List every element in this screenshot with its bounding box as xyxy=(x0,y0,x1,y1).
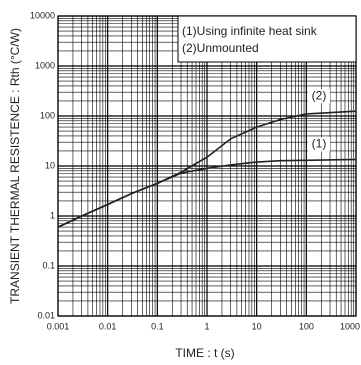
curve-label-bg xyxy=(308,89,330,104)
curve-label: (1) xyxy=(312,137,327,151)
x-tick-label: 100 xyxy=(299,321,314,331)
x-tick-label: 1 xyxy=(204,321,209,331)
curve-label-bg xyxy=(308,137,330,152)
curve-label: (2) xyxy=(312,88,327,102)
x-tick-label: 0.01 xyxy=(99,321,117,331)
x-tick-label: 10 xyxy=(252,321,262,331)
y-tick-label: 10 xyxy=(45,160,55,170)
x-tick-label: 0.1 xyxy=(151,321,164,331)
y-tick-label: 0.1 xyxy=(42,260,55,270)
x-axis-label: TIME : t (s) xyxy=(175,346,234,360)
y-tick-label: 1000 xyxy=(35,60,55,70)
y-tick-label: 10000 xyxy=(30,10,55,20)
series-line xyxy=(57,110,357,228)
x-tick-label: 0.001 xyxy=(47,321,70,331)
y-tick-label: 100 xyxy=(40,110,55,120)
legend-box xyxy=(177,15,357,63)
y-tick-label: 0.01 xyxy=(37,310,55,320)
y-tick-label: 1 xyxy=(50,210,55,220)
y-axis-label: TRANSIENT THERMAL RESISTENCE : Rth (°C/W… xyxy=(8,28,22,304)
legend-text: (2)Unmounted xyxy=(182,41,259,55)
x-tick-label: 1000 xyxy=(340,321,360,331)
legend-text: (1)Using infinite heat sink xyxy=(182,24,318,38)
